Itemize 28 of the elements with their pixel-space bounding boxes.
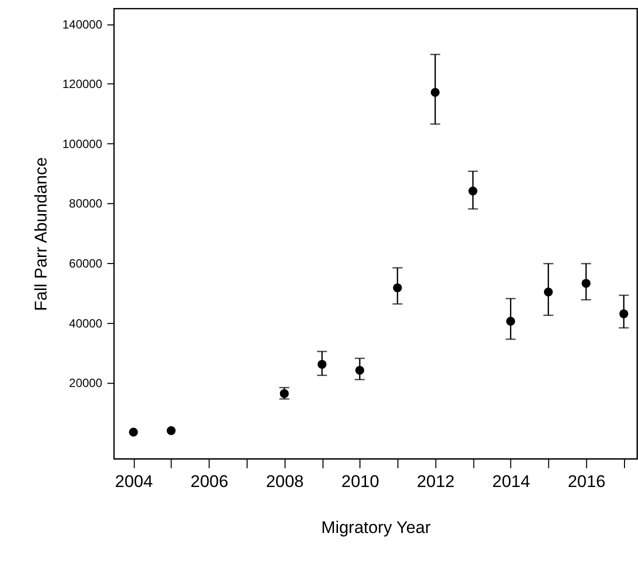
y-axis-title: Fall Parr Abundance [31,157,50,311]
point [355,366,364,375]
point [280,389,289,398]
x-tick-label: 2006 [190,472,228,492]
point [318,360,326,369]
point [582,278,591,288]
point [468,186,478,196]
point [128,428,138,437]
point [506,316,516,326]
point [166,426,176,436]
point [393,283,402,292]
x-tick-label: 2014 [492,472,530,492]
y-tick-label: 20000 [69,376,103,390]
x-tick-label: 2008 [266,472,304,492]
y-tick-label: 60000 [69,256,103,271]
point [430,88,440,97]
y-tick-label: 40000 [69,316,103,330]
y-tick-label: 100000 [62,136,103,151]
y-tick-label: 120000 [62,77,103,92]
x-axis-title: Migratory Year [321,518,431,538]
x-tick-label: 2010 [341,472,380,492]
y-tick-label: 80000 [69,196,103,211]
x-tick-label: 2004 [115,472,153,492]
point [544,288,553,296]
y-tick-label: 140000 [62,17,103,32]
x-tick-label: 2012 [416,472,455,492]
point [619,309,628,318]
x-tick-label: 2016 [568,472,606,492]
